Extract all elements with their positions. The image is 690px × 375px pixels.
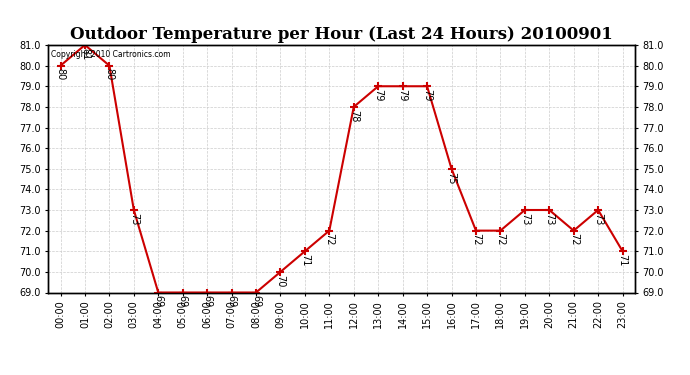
Text: 69: 69 <box>153 295 164 307</box>
Text: 73: 73 <box>593 213 603 225</box>
Text: 72: 72 <box>324 233 335 246</box>
Text: 72: 72 <box>569 233 579 246</box>
Text: 81: 81 <box>80 48 90 60</box>
Text: 70: 70 <box>275 274 286 287</box>
Text: Copyright 2010 Cartronics.com: Copyright 2010 Cartronics.com <box>51 50 170 59</box>
Text: 69: 69 <box>202 295 212 307</box>
Text: 79: 79 <box>397 89 408 101</box>
Text: 73: 73 <box>544 213 554 225</box>
Text: 71: 71 <box>300 254 310 266</box>
Text: 79: 79 <box>422 89 432 101</box>
Text: 71: 71 <box>618 254 628 266</box>
Text: 78: 78 <box>348 110 359 122</box>
Text: 72: 72 <box>495 233 505 246</box>
Text: 79: 79 <box>373 89 383 101</box>
Text: 75: 75 <box>446 171 457 184</box>
Text: 80: 80 <box>55 68 66 81</box>
Text: 73: 73 <box>129 213 139 225</box>
Text: 73: 73 <box>520 213 530 225</box>
Text: 69: 69 <box>178 295 188 307</box>
Text: 69: 69 <box>226 295 237 307</box>
Text: 72: 72 <box>471 233 481 246</box>
Title: Outdoor Temperature per Hour (Last 24 Hours) 20100901: Outdoor Temperature per Hour (Last 24 Ho… <box>70 27 613 44</box>
Text: 69: 69 <box>251 295 261 307</box>
Text: 80: 80 <box>104 68 115 81</box>
